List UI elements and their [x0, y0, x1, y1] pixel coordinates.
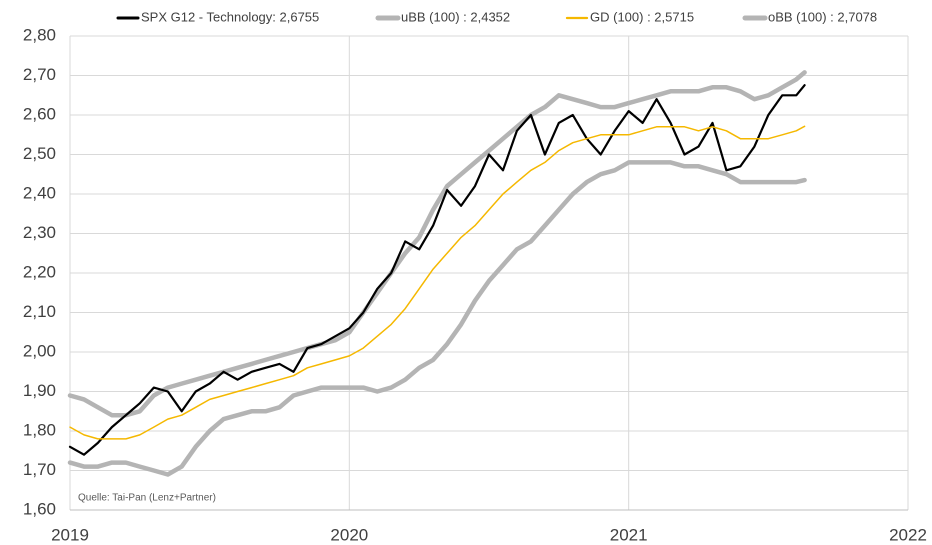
- y-tick-label: 2,00: [23, 341, 56, 360]
- x-tick-label: 2019: [51, 525, 89, 544]
- y-tick-label: 2,30: [23, 223, 56, 242]
- legend-label: oBB (100) : 2,7078: [768, 9, 877, 24]
- x-tick-label: 2020: [330, 525, 368, 544]
- y-tick-label: 2,70: [23, 65, 56, 84]
- y-tick-label: 1,80: [23, 420, 56, 439]
- legend-label: SPX G12 - Technology: 2,6755: [141, 9, 319, 24]
- legend-label: GD (100) : 2,5715: [590, 9, 694, 24]
- y-tick-label: 2,50: [23, 144, 56, 163]
- source-note: Quelle: Tai-Pan (Lenz+Partner): [78, 493, 216, 504]
- y-tick-label: 2,80: [23, 25, 56, 44]
- series-line: [67, 160, 807, 477]
- series-line: [69, 125, 806, 440]
- x-tick-label: 2022: [889, 525, 927, 544]
- y-tick-label: 1,90: [23, 381, 56, 400]
- y-tick-label: 2,60: [23, 104, 56, 123]
- y-tick-label: 2,20: [23, 262, 56, 281]
- series-line: [67, 70, 807, 418]
- y-tick-label: 2,10: [23, 302, 56, 321]
- y-tick-label: 2,40: [23, 183, 56, 202]
- legend-label: uBB (100) : 2,4352: [401, 9, 510, 24]
- y-tick-label: 1,70: [23, 460, 56, 479]
- x-tick-label: 2021: [610, 525, 648, 544]
- series-line: [68, 84, 806, 456]
- y-tick-label: 1,60: [23, 499, 56, 518]
